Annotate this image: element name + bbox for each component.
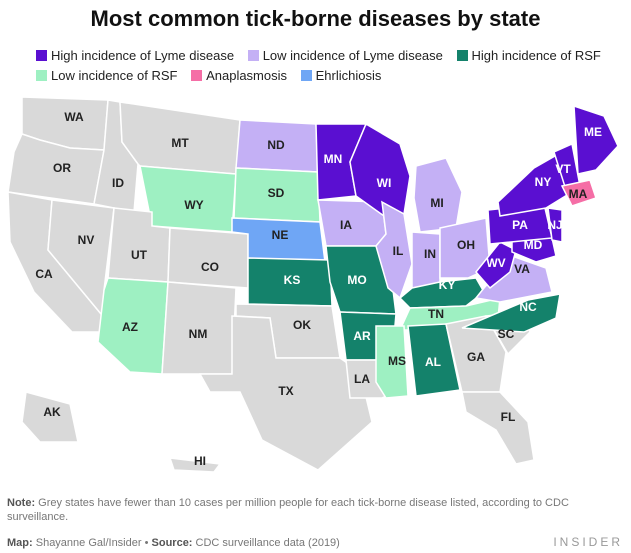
state-label-mt: MT bbox=[171, 136, 189, 150]
state-label-va: VA bbox=[514, 262, 530, 276]
state-nj bbox=[547, 207, 563, 243]
legend-item-low-lyme: Low incidence of Lyme disease bbox=[247, 46, 443, 66]
legend-label: Low incidence of Lyme disease bbox=[262, 48, 443, 63]
state-label-mo: MO bbox=[347, 273, 366, 287]
state-label-nm: NM bbox=[189, 327, 208, 341]
state-label-ma: MA bbox=[569, 187, 588, 201]
state-label-in: IN bbox=[424, 247, 436, 261]
state-hi bbox=[168, 457, 222, 473]
state-label-la: LA bbox=[354, 372, 370, 386]
legend-item-high-rsf: High incidence of RSF bbox=[456, 46, 601, 66]
legend-swatch bbox=[247, 50, 259, 61]
state-label-ms: MS bbox=[388, 354, 406, 368]
legend-swatch bbox=[36, 50, 47, 61]
legend-swatch bbox=[191, 70, 203, 81]
state-ga bbox=[445, 315, 507, 393]
state-nc bbox=[461, 293, 561, 333]
legend-label: High incidence of Lyme disease bbox=[51, 48, 235, 63]
state-label-ak: AK bbox=[43, 405, 61, 419]
state-label-ky: KY bbox=[439, 278, 456, 292]
state-label-sd: SD bbox=[268, 186, 285, 200]
state-label-tx: TX bbox=[278, 384, 293, 398]
state-mi bbox=[413, 157, 463, 233]
state-label-wi: WI bbox=[377, 176, 392, 190]
state-il bbox=[375, 200, 413, 300]
legend-label: High incidence of RSF bbox=[471, 48, 601, 63]
state-label-ne: NE bbox=[272, 228, 289, 242]
map-credit-text: Shayanne Gal/Insider bbox=[35, 537, 142, 549]
state-label-nv: NV bbox=[78, 233, 95, 247]
state-label-hi: HI bbox=[194, 454, 206, 468]
state-label-pa: PA bbox=[512, 218, 528, 232]
state-label-vt: VT bbox=[555, 162, 571, 176]
us-map: WA OR CA ID NV MT WY UT AZ CO NM ND SD NE KS OK TX MN IA MO… bbox=[7, 96, 619, 473]
map-title: Most common tick-borne diseases by state bbox=[90, 6, 541, 31]
state-al bbox=[407, 323, 461, 397]
map-credit-label: Map: bbox=[7, 537, 33, 549]
state-wv bbox=[475, 241, 517, 290]
state-tx bbox=[198, 315, 373, 471]
insider-logo: INSIDER bbox=[553, 535, 623, 549]
legend-item-high-lyme: High incidence of Lyme disease bbox=[36, 46, 234, 66]
legend-swatch bbox=[300, 70, 312, 81]
state-label-al: AL bbox=[425, 355, 441, 369]
state-label-sc: SC bbox=[498, 327, 515, 341]
legend-swatch bbox=[36, 70, 47, 81]
state-label-ut: UT bbox=[131, 248, 148, 262]
state-label-oh: OH bbox=[457, 238, 475, 252]
legend-item-ehrlichiosis: Ehrlichiosis bbox=[300, 66, 382, 86]
state-fl bbox=[461, 391, 535, 465]
state-label-mn: MN bbox=[324, 152, 343, 166]
state-labels: WA OR CA ID NV MT WY UT AZ CO NM ND SD NE KS OK TX MN IA MO… bbox=[35, 110, 602, 468]
note: Note: Grey states have fewer than 10 cas… bbox=[7, 496, 607, 524]
note-text: Grey states have fewer than 10 cases per… bbox=[7, 497, 569, 523]
state-label-fl: FL bbox=[501, 410, 516, 424]
state-me bbox=[573, 104, 619, 175]
legend-item-low-rsf: Low incidence of RSF bbox=[36, 66, 177, 86]
state-label-wv: WV bbox=[486, 256, 505, 270]
state-ak bbox=[21, 391, 79, 443]
legend-label: Low incidence of RSF bbox=[51, 68, 178, 83]
state-label-ga: GA bbox=[467, 350, 485, 364]
state-label-nd: ND bbox=[267, 138, 285, 152]
legend-label: Ehrlichiosis bbox=[315, 68, 382, 83]
legend-swatch bbox=[456, 50, 468, 61]
state-ms bbox=[375, 325, 409, 399]
credit: Map: Shayanne Gal/Insider • Source: CDC … bbox=[7, 537, 340, 549]
state-label-md: MD bbox=[524, 238, 543, 252]
credit-separator: • bbox=[144, 537, 149, 549]
state-label-ks: KS bbox=[284, 273, 301, 287]
state-label-nc: NC bbox=[519, 300, 537, 314]
source-text: CDC surveillance data (2019) bbox=[195, 537, 340, 549]
state-label-wa: WA bbox=[64, 110, 84, 124]
state-label-nj: NJ bbox=[547, 218, 562, 232]
state-label-mi: MI bbox=[430, 196, 443, 210]
legend-label: Anaplasmosis bbox=[206, 68, 288, 83]
state-shapes bbox=[7, 96, 619, 473]
state-label-co: CO bbox=[201, 260, 219, 274]
state-label-il: IL bbox=[393, 244, 404, 258]
state-label-az: AZ bbox=[122, 320, 138, 334]
state-label-me: ME bbox=[584, 125, 602, 139]
state-label-ny: NY bbox=[535, 175, 552, 189]
state-co bbox=[167, 227, 249, 289]
state-label-id: ID bbox=[112, 176, 124, 190]
state-label-wy: WY bbox=[184, 198, 203, 212]
state-label-or: OR bbox=[53, 161, 71, 175]
state-ma bbox=[560, 179, 597, 207]
state-label-ok: OK bbox=[293, 318, 311, 332]
source-label: Source: bbox=[151, 537, 193, 549]
note-label: Note: bbox=[7, 497, 36, 509]
legend: High incidence of Lyme disease Low incid… bbox=[36, 46, 616, 86]
legend-item-anaplasmosis: Anaplasmosis bbox=[191, 66, 287, 86]
state-label-tn: TN bbox=[428, 307, 444, 321]
state-label-ca: CA bbox=[35, 267, 53, 281]
state-label-ar: AR bbox=[353, 329, 371, 343]
state-label-ia: IA bbox=[340, 218, 352, 232]
